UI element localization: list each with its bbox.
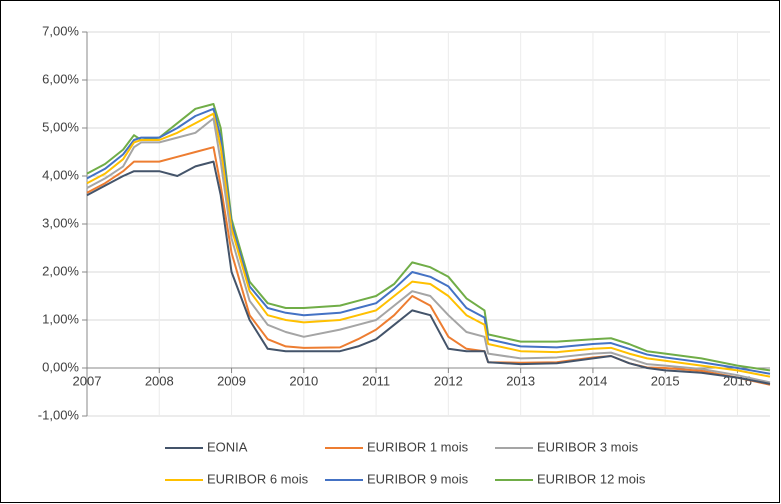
x-tick-label: 2014 (578, 373, 607, 388)
y-tick-label: 4,00% (42, 167, 79, 182)
y-tick-label: 7,00% (42, 23, 79, 38)
legend-label: EURIBOR 12 mois (537, 471, 646, 486)
legend-label: EURIBOR 1 mois (367, 439, 469, 454)
x-tick-label: 2008 (145, 373, 174, 388)
series-line (86, 107, 771, 375)
x-tick-label: 2015 (651, 373, 680, 388)
x-tick-label: 2013 (506, 373, 535, 388)
y-tick-label: 5,00% (42, 119, 79, 134)
legend-label: EONIA (207, 439, 248, 454)
y-tick-label: 0,00% (42, 359, 79, 374)
legend-label: EURIBOR 3 mois (537, 439, 639, 454)
y-tick-label: 1,00% (42, 311, 79, 326)
y-tick-label: 3,00% (42, 215, 79, 230)
y-tick-label: 2,00% (42, 263, 79, 278)
series-line (86, 112, 771, 378)
series-line (86, 160, 771, 385)
y-tick-label: -1,00% (38, 407, 80, 422)
series-line (86, 103, 771, 372)
series-line (86, 117, 771, 384)
y-tick-label: 6,00% (42, 71, 79, 86)
legend-label: EURIBOR 6 mois (207, 471, 309, 486)
x-tick-label: 2011 (362, 373, 390, 388)
x-tick-label: 2010 (289, 373, 318, 388)
x-tick-label: 2012 (434, 373, 463, 388)
x-tick-label: 2009 (217, 373, 246, 388)
legend-label: EURIBOR 9 mois (367, 471, 469, 486)
